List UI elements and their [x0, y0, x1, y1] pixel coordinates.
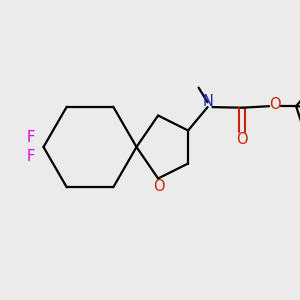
Text: O: O	[153, 179, 164, 194]
Text: O: O	[269, 97, 281, 112]
Text: N: N	[202, 94, 213, 109]
Text: F: F	[27, 149, 35, 164]
Text: O: O	[236, 132, 248, 147]
Text: F: F	[27, 130, 35, 145]
